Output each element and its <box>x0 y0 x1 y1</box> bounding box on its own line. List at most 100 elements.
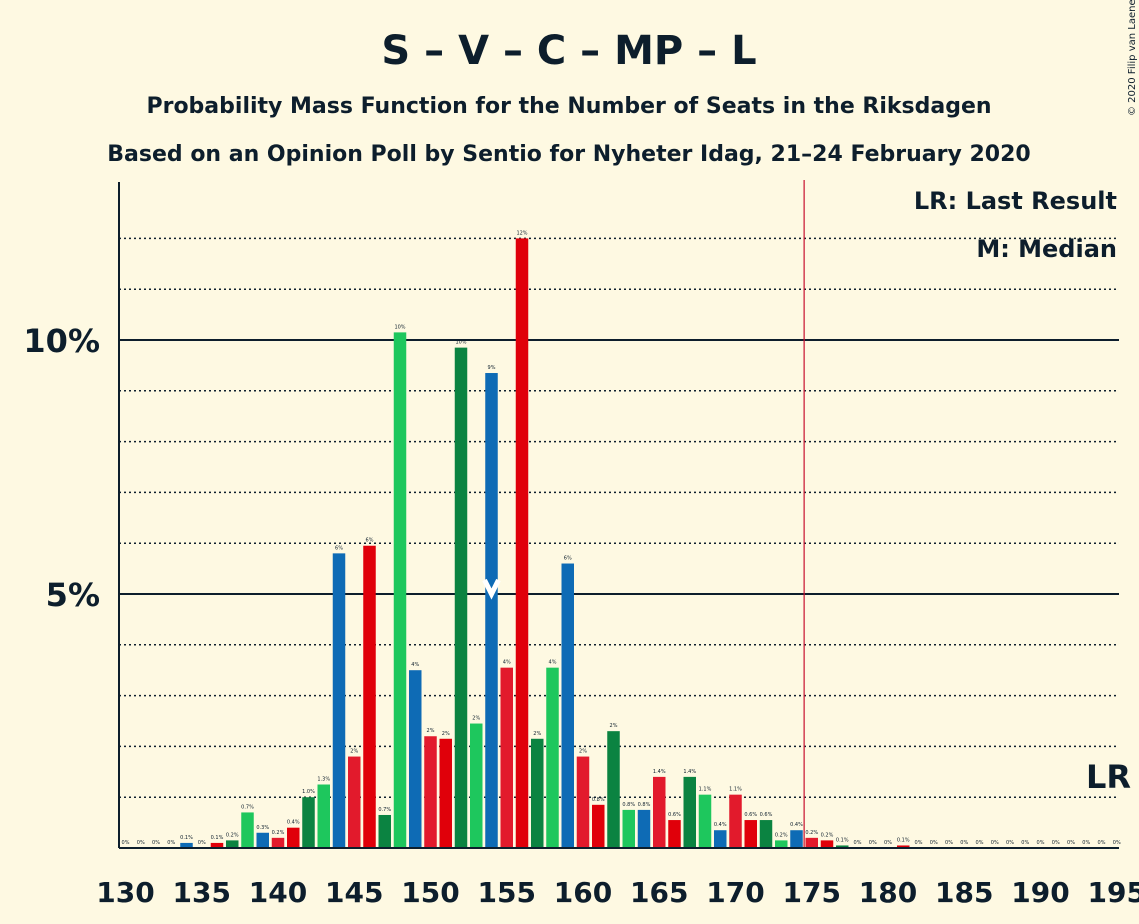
bar-label-seat-138: 0.7% <box>241 804 254 810</box>
bar-label-seat-136: 0.1% <box>211 835 224 841</box>
bar-label-seat-152: 10% <box>455 340 466 346</box>
x-tick-label-165: 165 <box>630 876 688 909</box>
bar-label-seat-141: 0.4% <box>287 820 300 826</box>
bar-label-seat-154: 9% <box>488 365 496 371</box>
bar-seat-154 <box>485 373 498 848</box>
x-tick-label-160: 160 <box>554 876 612 909</box>
bar-label-seat-189: 0% <box>1021 840 1029 846</box>
bar-label-seat-132: 0% <box>152 840 160 846</box>
bar-label-seat-171: 0.6% <box>744 812 757 818</box>
bar-seat-134 <box>180 842 193 848</box>
bar-seat-157 <box>531 738 544 848</box>
bar-label-seat-176: 0.2% <box>821 832 834 838</box>
bar-seat-147 <box>378 814 391 848</box>
bar-label-seat-144: 6% <box>335 545 343 551</box>
bar-seat-151 <box>439 738 452 848</box>
bar-label-seat-162: 2% <box>610 723 618 729</box>
bar-seat-166 <box>668 820 681 848</box>
bar-label-seat-148: 10% <box>394 324 405 330</box>
bar-label-seat-194: 0% <box>1098 840 1106 846</box>
bar-seat-141 <box>287 827 300 848</box>
bar-seat-152 <box>454 347 468 848</box>
bar-label-seat-133: 0% <box>167 840 175 846</box>
bar-label-seat-190: 0% <box>1037 840 1045 846</box>
bar-seat-175 <box>805 837 818 848</box>
x-tick-label-130: 130 <box>96 876 154 909</box>
bar-seat-149 <box>409 670 422 848</box>
legend-last-result: LR: Last Result <box>914 187 1117 215</box>
bar-label-seat-192: 0% <box>1067 840 1075 846</box>
bar-seat-177 <box>836 845 849 848</box>
bar-seat-161 <box>592 804 605 848</box>
bar-label-seat-131: 0% <box>137 840 145 846</box>
x-tick-label-145: 145 <box>325 876 383 909</box>
x-tick-label-190: 190 <box>1011 876 1069 909</box>
bar-seat-139 <box>256 832 269 848</box>
bar-seat-148 <box>393 332 407 848</box>
x-tick-label-155: 155 <box>478 876 536 909</box>
bar-label-seat-181: 0.1% <box>897 837 910 843</box>
median-marker <box>482 578 501 600</box>
bar-seat-140 <box>271 837 285 848</box>
bar-labels-group: 0% 0% 0% 0%0.1%0%0.1% 0.2%0.7%0.3%0.2%0.4%1.… <box>122 230 1121 846</box>
x-tick-label-195: 195 <box>1088 876 1139 909</box>
bar-seat-144 <box>332 553 346 848</box>
bar-seat-160 <box>576 756 590 848</box>
bar-label-seat-183: 0% <box>930 840 938 846</box>
legend-median: M: Median <box>976 235 1117 263</box>
bar-label-seat-170: 1.1% <box>729 787 742 793</box>
bar-label-seat-186: 0% <box>976 840 984 846</box>
bar-label-seat-150: 2% <box>427 728 435 734</box>
bar-label-seat-191: 0% <box>1052 840 1060 846</box>
bar-label-seat-185: 0% <box>960 840 968 846</box>
chart-subtitle-2: Based on an Opinion Poll by Sentio for N… <box>107 142 1030 167</box>
bar-seat-162 <box>607 731 620 848</box>
bar-seat-169 <box>714 830 727 848</box>
bar-seat-167 <box>683 776 696 848</box>
bar-label-seat-188: 0% <box>1006 840 1014 846</box>
bar-label-seat-161: 0.8% <box>592 797 605 803</box>
bar-seat-171 <box>744 820 757 848</box>
y-tick-label-10: 10% <box>23 322 100 360</box>
bar-seat-159 <box>561 563 574 848</box>
bar-label-seat-159: 6% <box>564 556 572 562</box>
chart-subtitle-1: Probability Mass Function for the Number… <box>146 94 991 119</box>
lr-marker-label: LR <box>1086 758 1131 796</box>
bar-label-seat-156: 12% <box>516 230 527 236</box>
bar-label-seat-149: 4% <box>411 662 419 668</box>
bar-seat-155 <box>500 667 513 848</box>
bar-label-seat-172: 0.6% <box>760 812 773 818</box>
bar-label-seat-137: 0.2% <box>226 832 239 838</box>
bar-label-seat-140: 0.2% <box>272 830 285 836</box>
bar-label-seat-158: 4% <box>549 660 557 666</box>
bar-seat-174 <box>790 830 803 848</box>
bar-seat-136 <box>210 842 224 848</box>
bar-label-seat-135: 0% <box>198 840 206 846</box>
bar-label-seat-153: 2% <box>472 716 480 722</box>
bar-label-seat-193: 0% <box>1082 840 1090 846</box>
bar-label-seat-142: 1.0% <box>302 789 315 795</box>
x-tick-label-150: 150 <box>401 876 459 909</box>
bar-label-seat-175: 0.2% <box>805 830 818 836</box>
chart-title: S – V – C – MP – L <box>381 28 756 74</box>
x-tick-label-135: 135 <box>173 876 231 909</box>
bar-seat-137 <box>226 840 239 848</box>
bar-seat-168 <box>698 794 712 848</box>
bar-label-seat-169: 0.4% <box>714 822 727 828</box>
bar-label-seat-182: 0% <box>915 840 923 846</box>
bars-group <box>180 238 910 848</box>
bar-label-seat-130: 0% <box>122 840 130 846</box>
bar-label-seat-187: 0% <box>991 840 999 846</box>
x-tick-label-185: 185 <box>935 876 993 909</box>
gridlines <box>119 237 1119 798</box>
bar-label-seat-157: 2% <box>533 731 541 737</box>
bar-label-seat-168: 1.1% <box>699 787 712 793</box>
bar-label-seat-174: 0.4% <box>790 822 803 828</box>
bar-label-seat-145: 2% <box>350 749 358 755</box>
x-tick-label-180: 180 <box>859 876 917 909</box>
bar-label-seat-155: 4% <box>503 660 511 666</box>
bar-label-seat-173: 0.2% <box>775 832 788 838</box>
bar-label-seat-134: 0.1% <box>180 835 193 841</box>
bar-label-seat-184: 0% <box>945 840 953 846</box>
